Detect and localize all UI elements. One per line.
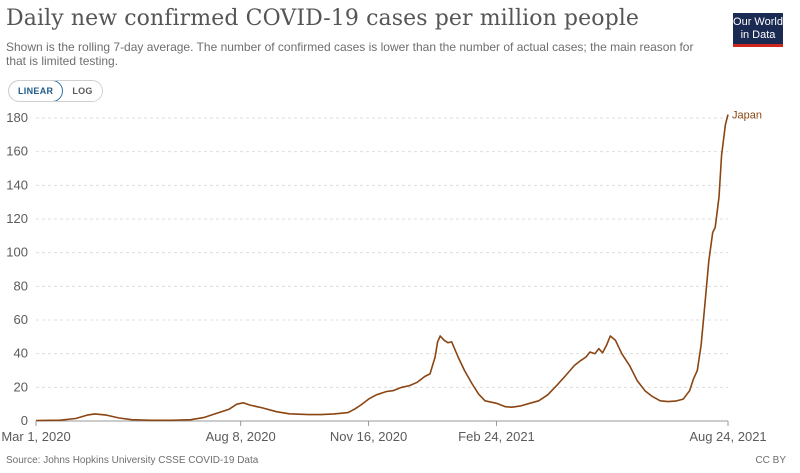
scale-toggle: LINEAR LOG xyxy=(8,80,103,102)
source-note[interactable]: Source: Johns Hopkins University CSSE CO… xyxy=(6,455,259,466)
logo-line-1: Our World xyxy=(733,16,783,28)
x-tick-label: Aug 8, 2020 xyxy=(206,429,276,444)
license-link[interactable]: CC BY xyxy=(755,455,786,466)
y-tick-label: 0 xyxy=(21,413,28,428)
chart-subtitle: Shown is the rolling 7-day average. The … xyxy=(6,40,694,68)
chart-title: Daily new confirmed COVID-19 cases per m… xyxy=(6,6,640,31)
owid-logo[interactable]: Our World in Data xyxy=(733,13,783,47)
y-tick-label: 40 xyxy=(14,346,28,361)
series-layer: Japan xyxy=(35,110,762,422)
linear-scale-button[interactable]: LINEAR xyxy=(8,81,64,101)
log-scale-button[interactable]: LOG xyxy=(63,81,102,101)
y-tick-label: 160 xyxy=(6,144,28,159)
grid-layer xyxy=(36,117,728,422)
y-tick-label: 60 xyxy=(14,312,28,327)
y-tick-label: 80 xyxy=(14,278,28,293)
logo-line-2: in Data xyxy=(740,29,776,41)
series-line-japan[interactable] xyxy=(35,114,729,422)
y-tick-label: 120 xyxy=(6,211,28,226)
y-tick-label: 20 xyxy=(14,379,28,394)
y-tick-label: 100 xyxy=(6,245,28,260)
y-axis: 0 20 40 60 80 100 120 140 160 180 xyxy=(6,110,28,428)
x-axis: Mar 1, 2020 Aug 8, 2020 Nov 16, 2020 Feb 24… xyxy=(1,421,767,444)
x-tick-label: Feb 24, 2021 xyxy=(458,429,535,444)
x-tick-label: Mar 1, 2020 xyxy=(1,429,70,444)
y-tick-label: 180 xyxy=(6,110,28,125)
x-tick-label: Aug 24, 2021 xyxy=(689,429,766,444)
series-label[interactable]: Japan xyxy=(732,110,762,122)
y-tick-label: 140 xyxy=(6,177,28,192)
x-tick-label: Nov 16, 2020 xyxy=(330,429,407,444)
